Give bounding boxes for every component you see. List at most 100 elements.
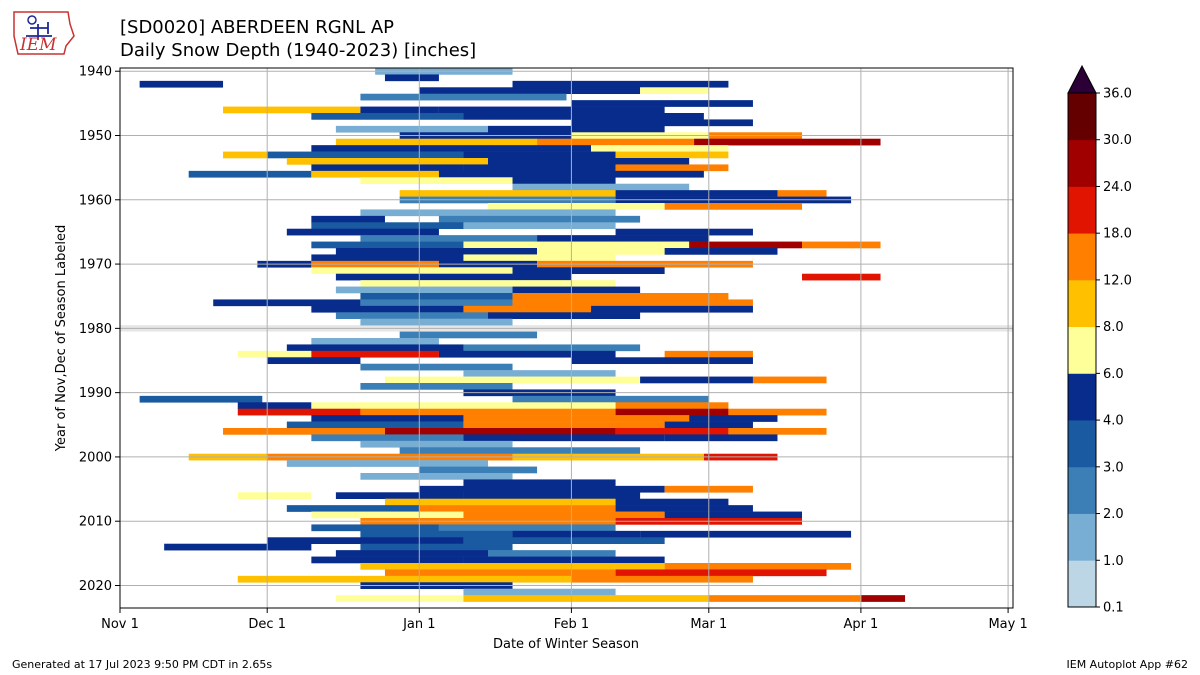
snow-run-51 (286, 228, 439, 236)
app-identifier: IEM Autoplot App #62 (1066, 658, 1189, 671)
colorbar-extend-arrow (1067, 64, 1097, 94)
y-axis-label: Year of Nov,Dec of Season Labeled (54, 225, 69, 452)
snow-run-162 (463, 556, 665, 564)
snow-run-32 (615, 164, 729, 172)
colorbar-segment (1068, 560, 1096, 608)
snow-run-154 (640, 530, 852, 538)
snow-run-24 (223, 151, 268, 159)
snow-run-106 (311, 402, 616, 410)
snow-run-54 (537, 235, 709, 242)
snow-run-12 (463, 113, 704, 120)
snow-run-57 (689, 241, 803, 249)
snow-run-172 (335, 595, 464, 602)
snow-run-166 (615, 569, 827, 577)
snow-run-55 (311, 241, 464, 249)
snow-run-101 (360, 383, 513, 390)
snow-run-164 (664, 563, 852, 570)
colorbar-segment (1068, 186, 1096, 234)
colorbar-segment (1068, 513, 1096, 561)
snow-run-85 (360, 318, 513, 326)
colorbar-tick-label: 8.0 (1103, 320, 1124, 335)
snow-run-169 (571, 575, 753, 583)
snow-run-27 (615, 151, 729, 159)
snow-run-118 (223, 428, 385, 435)
snow-run-95 (571, 357, 753, 365)
snow-run-75 (360, 293, 513, 300)
snow-run-4 (419, 87, 641, 95)
snow-run-131 (286, 460, 488, 467)
snow-run-73 (335, 286, 513, 294)
snow-run-76 (512, 293, 729, 300)
snow-run-90 (237, 350, 312, 358)
snow-run-140 (384, 498, 616, 506)
snow-run-7 (571, 100, 753, 107)
snow-run-105 (237, 402, 312, 410)
snow-run-36 (360, 177, 513, 185)
snow-run-56 (463, 241, 690, 249)
snow-run-74 (512, 286, 641, 294)
snow-run-47 (311, 215, 385, 223)
snow-run-143 (419, 505, 616, 512)
colorbar-tick-label: 36.0 (1103, 87, 1132, 102)
snow-run-31 (463, 164, 616, 172)
snow-run-146 (463, 511, 665, 519)
snow-run-8 (223, 106, 361, 114)
snow-run-168 (384, 575, 572, 583)
snow-run-5 (640, 87, 709, 95)
snow-run-88 (286, 344, 464, 352)
snow-run-113 (463, 415, 690, 422)
colorbar-tick-label: 0.1 (1103, 601, 1124, 616)
snow-run-30 (311, 164, 464, 172)
snow-run-153 (512, 530, 641, 538)
generated-timestamp: Generated at 17 Jul 2023 9:50 PM CDT in … (12, 658, 273, 671)
x-tick-label: Apr 1 (843, 617, 878, 632)
y-tick-label: 2010 (79, 515, 112, 530)
snow-run-147 (664, 511, 803, 519)
colorbar-segment (1068, 373, 1096, 421)
colorbar-segment (1068, 139, 1096, 187)
snow-run-71 (802, 273, 881, 281)
snow-run-144 (615, 505, 753, 512)
snow-run-107 (615, 402, 729, 410)
snow-run-61 (664, 248, 778, 255)
snow-run-52 (615, 228, 753, 236)
snow-run-13 (571, 119, 753, 127)
snow-run-9 (360, 106, 439, 114)
plot-frame (119, 67, 1014, 609)
y-tick-label: 2000 (79, 450, 112, 465)
snow-run-119 (384, 428, 616, 435)
snow-run-26 (463, 151, 616, 159)
snow-run-163 (360, 563, 665, 570)
snow-run-104 (512, 395, 709, 403)
snow-run-1 (384, 74, 439, 82)
snow-run-86 (399, 331, 538, 339)
y-tick-label: 1960 (79, 193, 112, 208)
snow-run-137 (237, 492, 312, 500)
snow-run-41 (777, 190, 827, 197)
colorbar-tick-label: 4.0 (1103, 414, 1124, 429)
snow-run-63 (463, 254, 616, 262)
snow-run-125 (360, 440, 513, 448)
snow-run-46 (360, 209, 616, 217)
snow-run-45 (664, 203, 803, 210)
snow-run-48 (438, 215, 641, 223)
snow-run-50 (463, 222, 616, 230)
y-tick-label: 1990 (79, 386, 112, 401)
x-axis-label: Date of Winter Season (493, 637, 639, 652)
snow-run-19 (335, 138, 538, 146)
snow-run-40 (615, 190, 778, 197)
snow-run-91 (311, 350, 439, 358)
snow-run-84 (487, 312, 641, 320)
snow-run-155 (267, 537, 464, 545)
snow-run-124 (664, 434, 778, 442)
snow-run-152 (360, 530, 513, 538)
colorbar-frame (1067, 92, 1097, 608)
snow-run-20 (537, 138, 695, 146)
snow-run-173 (463, 595, 709, 602)
snow-run-120 (615, 428, 729, 435)
snow-run-142 (286, 505, 420, 512)
snow-run-14 (335, 125, 488, 133)
snow-run-58 (802, 241, 881, 249)
snow-run-33 (188, 170, 312, 178)
